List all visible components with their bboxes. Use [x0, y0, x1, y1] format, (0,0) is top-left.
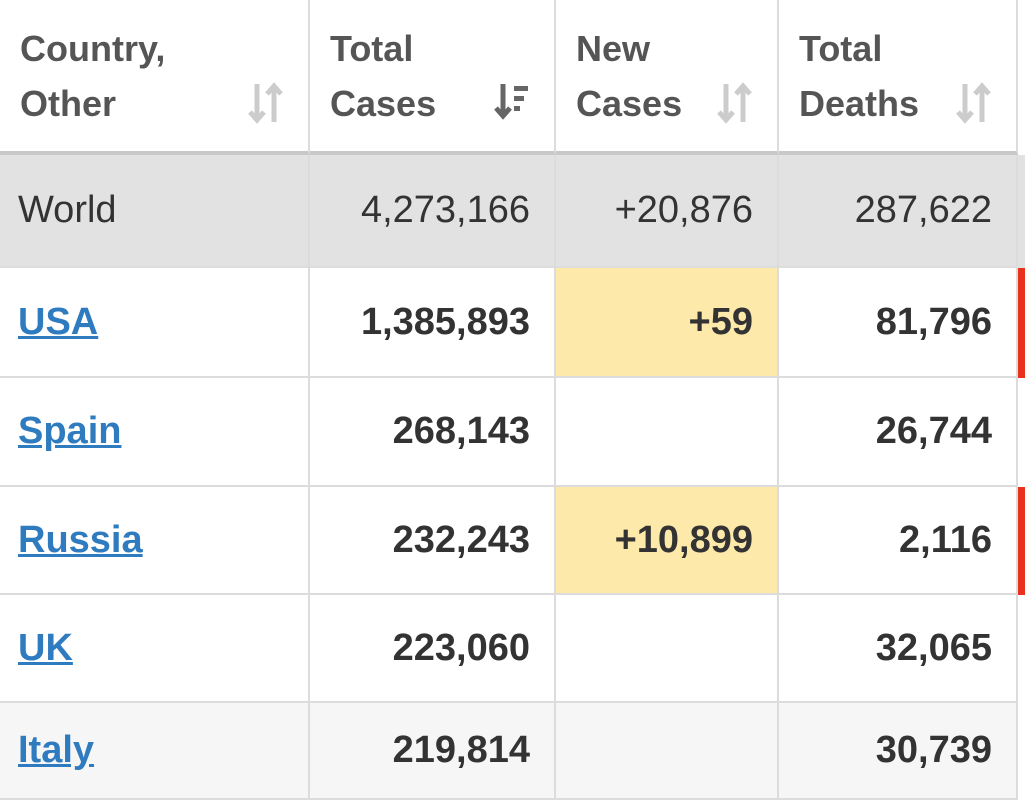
- country-cell-text[interactable]: Spain: [18, 410, 122, 452]
- new-cases-cell: +20,876: [556, 155, 779, 268]
- country-cell[interactable]: USA: [0, 268, 310, 378]
- new-cases-cell-text: +20,876: [614, 189, 753, 231]
- new-cases-cell-text: +10,899: [614, 518, 753, 561]
- country-cell-text: World: [18, 189, 117, 231]
- total-deaths-cell-text: 30,739: [875, 729, 992, 771]
- total-cases-cell: 223,060: [310, 595, 556, 703]
- extra-column: [1018, 595, 1025, 703]
- total-cases-cell-text: 232,243: [392, 518, 530, 561]
- column-header[interactable]: Total Deaths: [779, 0, 1018, 155]
- total-deaths-cell: 30,739: [779, 703, 1018, 800]
- sort-icon[interactable]: [494, 82, 530, 124]
- new-cases-cell: +59: [556, 268, 779, 378]
- country-cell-text[interactable]: UK: [18, 626, 73, 669]
- extra-column: [1018, 487, 1025, 595]
- total-cases-cell: 268,143: [310, 378, 556, 487]
- extra-column: [1018, 703, 1025, 800]
- total-deaths-cell: 2,116: [779, 487, 1018, 595]
- total-cases-cell-text: 268,143: [392, 410, 530, 452]
- total-cases-cell-text: 219,814: [392, 729, 530, 771]
- new-cases-cell: [556, 595, 779, 703]
- column-header-text[interactable]: Total Cases: [330, 27, 437, 124]
- extra-column: [1018, 155, 1025, 268]
- country-cell-text[interactable]: USA: [18, 300, 99, 343]
- total-deaths-cell-text: 81,796: [875, 300, 992, 343]
- new-cases-cell-text: +59: [688, 300, 753, 343]
- total-deaths-cell-text: 287,622: [854, 189, 992, 231]
- sort-icon[interactable]: [717, 82, 753, 124]
- country-cell: World: [0, 155, 310, 268]
- country-cell[interactable]: Italy: [0, 703, 310, 800]
- total-deaths-cell-text: 26,744: [875, 410, 992, 452]
- extra-column: [1018, 268, 1025, 378]
- country-cell[interactable]: Russia: [0, 487, 310, 595]
- total-cases-cell: 4,273,166: [310, 155, 556, 268]
- new-cases-cell: +10,899: [556, 487, 779, 595]
- new-cases-cell: [556, 703, 779, 800]
- total-cases-cell-text: 4,273,166: [360, 189, 530, 231]
- total-cases-cell: 232,243: [310, 487, 556, 595]
- column-header[interactable]: Total Cases: [310, 0, 556, 155]
- country-cell[interactable]: Spain: [0, 378, 310, 487]
- new-cases-cell: [556, 378, 779, 487]
- extra-column: [1018, 378, 1025, 487]
- total-cases-cell-text: 223,060: [392, 626, 530, 669]
- total-deaths-cell: 287,622: [779, 155, 1018, 268]
- country-cell-text[interactable]: Italy: [18, 729, 95, 771]
- column-header[interactable]: Country, Other: [0, 0, 310, 155]
- total-cases-cell-text: 1,385,893: [360, 300, 530, 343]
- column-header[interactable]: New Cases: [556, 0, 779, 155]
- total-deaths-cell: 32,065: [779, 595, 1018, 703]
- column-header-text[interactable]: New Cases: [576, 27, 683, 124]
- total-cases-cell: 219,814: [310, 703, 556, 800]
- sort-icon[interactable]: [248, 82, 284, 124]
- total-deaths-cell-text: 2,116: [899, 518, 992, 561]
- sort-icon[interactable]: [956, 82, 992, 124]
- total-deaths-cell-text: 32,065: [875, 626, 992, 669]
- total-deaths-cell: 81,796: [779, 268, 1018, 378]
- country-cell-text[interactable]: Russia: [18, 518, 143, 561]
- column-header-text[interactable]: Country, Other: [20, 27, 166, 124]
- total-deaths-cell: 26,744: [779, 378, 1018, 487]
- total-cases-cell: 1,385,893: [310, 268, 556, 378]
- column-header-text[interactable]: Total Deaths: [799, 27, 920, 124]
- country-cell[interactable]: UK: [0, 595, 310, 703]
